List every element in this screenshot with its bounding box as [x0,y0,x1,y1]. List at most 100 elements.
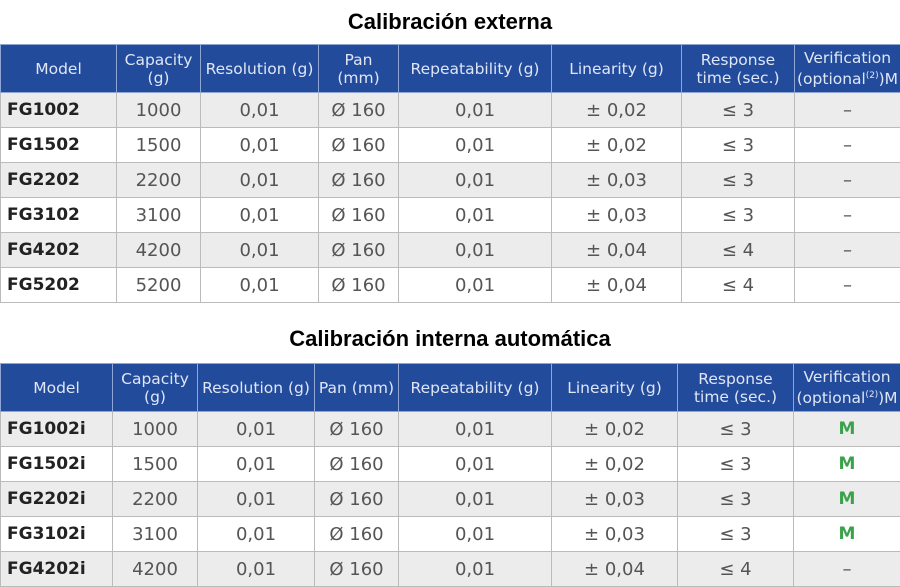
cell-capacity: 1000 [116,92,201,128]
table-row: FG2202 2200 0,01 Ø 160 0,01 ± 0,03 ≤ 3– [0,162,900,198]
cell-resolution: 0,01 [200,267,319,303]
cell-verification: M [793,411,900,447]
header-resolution: Resolution (g) [200,44,319,93]
cell-resolution: 0,01 [197,446,315,482]
cell-verification: – [794,232,900,268]
cell-capacity: 4200 [112,551,198,587]
header-verification: Verification (optional(2))M [794,44,900,93]
cell-capacity: 2200 [112,481,198,517]
cell-model: FG1502 [0,127,117,163]
cell-repeatability: 0,01 [398,232,552,268]
cell-pan: Ø 160 [318,232,399,268]
cell-pan: Ø 160 [318,92,399,128]
cell-response-time: ≤ 3 [681,92,795,128]
cell-response-time: ≤ 3 [677,481,794,517]
cell-capacity: 3100 [112,516,198,552]
cell-verification: M [793,446,900,482]
cell-resolution: 0,01 [200,197,319,233]
header-verification: Verification (optional(2))M [793,363,900,412]
cell-verification: M [793,516,900,552]
header-response-time: Response time (sec.) [677,363,794,412]
cell-response-time: ≤ 3 [677,411,794,447]
cell-linearity: ± 0,02 [551,446,678,482]
header-linearity: Linearity (g) [551,44,682,93]
table-header-row: Model Capacity (g) Resolution (g) Pan (mm) R… [0,44,900,93]
table-row: FG4202i 4200 0,01 Ø 160 0,01 ± 0,04 ≤ 4– [0,551,900,587]
cell-response-time: ≤ 4 [681,267,795,303]
cell-response-time: ≤ 3 [681,127,795,163]
cell-linearity: ± 0,04 [551,551,678,587]
cell-linearity: ± 0,02 [551,92,682,128]
cell-repeatability: 0,01 [398,551,552,587]
cell-pan: Ø 160 [314,446,399,482]
cell-pan: Ø 160 [314,411,399,447]
cell-response-time: ≤ 4 [677,551,794,587]
cell-repeatability: 0,01 [398,197,552,233]
cell-pan: Ø 160 [318,162,399,198]
table-row: FG5202 5200 0,01 Ø 160 0,01 ± 0,04 ≤ 4– [0,267,900,303]
cell-model: FG1502i [0,446,113,482]
internal-calibration-table: Model Capacity (g) Resolution (g) Pan (mm) R… [0,363,900,587]
cell-linearity: ± 0,03 [551,162,682,198]
header-resolution: Resolution (g) [197,363,315,412]
header-capacity: Capacity (g) [112,363,198,412]
cell-linearity: ± 0,02 [551,411,678,447]
cell-verification: – [794,162,900,198]
cell-resolution: 0,01 [197,411,315,447]
cell-capacity: 4200 [116,232,201,268]
cell-verification: – [793,551,900,587]
cell-linearity: ± 0,03 [551,197,682,233]
table-row: FG4202 4200 0,01 Ø 160 0,01 ± 0,04 ≤ 4– [0,232,900,268]
cell-resolution: 0,01 [197,551,315,587]
cell-capacity: 1500 [116,127,201,163]
cell-linearity: ± 0,02 [551,127,682,163]
cell-resolution: 0,01 [200,92,319,128]
cell-pan: Ø 160 [314,481,399,517]
cell-verification: – [794,127,900,163]
cell-resolution: 0,01 [197,481,315,517]
cell-model: FG3102i [0,516,113,552]
external-calibration-table: Model Capacity (g) Resolution (g) Pan (mm) R… [0,44,900,303]
table-row: FG1502 1500 0,01 Ø 160 0,01 ± 0,02 ≤ 3– [0,127,900,163]
cell-response-time: ≤ 3 [677,446,794,482]
header-response-time: Response time (sec.) [681,44,795,93]
cell-linearity: ± 0,04 [551,267,682,303]
cell-model: FG4202 [0,232,117,268]
cell-repeatability: 0,01 [398,481,552,517]
cell-pan: Ø 160 [314,551,399,587]
cell-model: FG5202 [0,267,117,303]
table-row: FG1002 1000 0,01 Ø 160 0,01 ± 0,02 ≤ 3– [0,92,900,128]
cell-repeatability: 0,01 [398,127,552,163]
cell-capacity: 5200 [116,267,201,303]
header-repeatability: Repeatability (g) [398,363,552,412]
cell-resolution: 0,01 [200,127,319,163]
header-repeatability: Repeatability (g) [398,44,552,93]
cell-pan: Ø 160 [318,267,399,303]
header-linearity: Linearity (g) [551,363,678,412]
cell-repeatability: 0,01 [398,92,552,128]
cell-repeatability: 0,01 [398,267,552,303]
cell-capacity: 1000 [112,411,198,447]
cell-capacity: 3100 [116,197,201,233]
cell-verification: – [794,197,900,233]
cell-repeatability: 0,01 [398,446,552,482]
cell-repeatability: 0,01 [398,516,552,552]
cell-linearity: ± 0,03 [551,481,678,517]
cell-repeatability: 0,01 [398,162,552,198]
cell-pan: Ø 160 [318,127,399,163]
cell-model: FG2202i [0,481,113,517]
cell-verification: M [793,481,900,517]
cell-response-time: ≤ 4 [681,232,795,268]
header-model: Model [0,363,113,412]
cell-capacity: 1500 [112,446,198,482]
cell-verification: – [794,267,900,303]
cell-resolution: 0,01 [200,232,319,268]
cell-model: FG1002i [0,411,113,447]
cell-linearity: ± 0,04 [551,232,682,268]
cell-model: FG1002 [0,92,117,128]
header-pan: Pan (mm) [314,363,399,412]
